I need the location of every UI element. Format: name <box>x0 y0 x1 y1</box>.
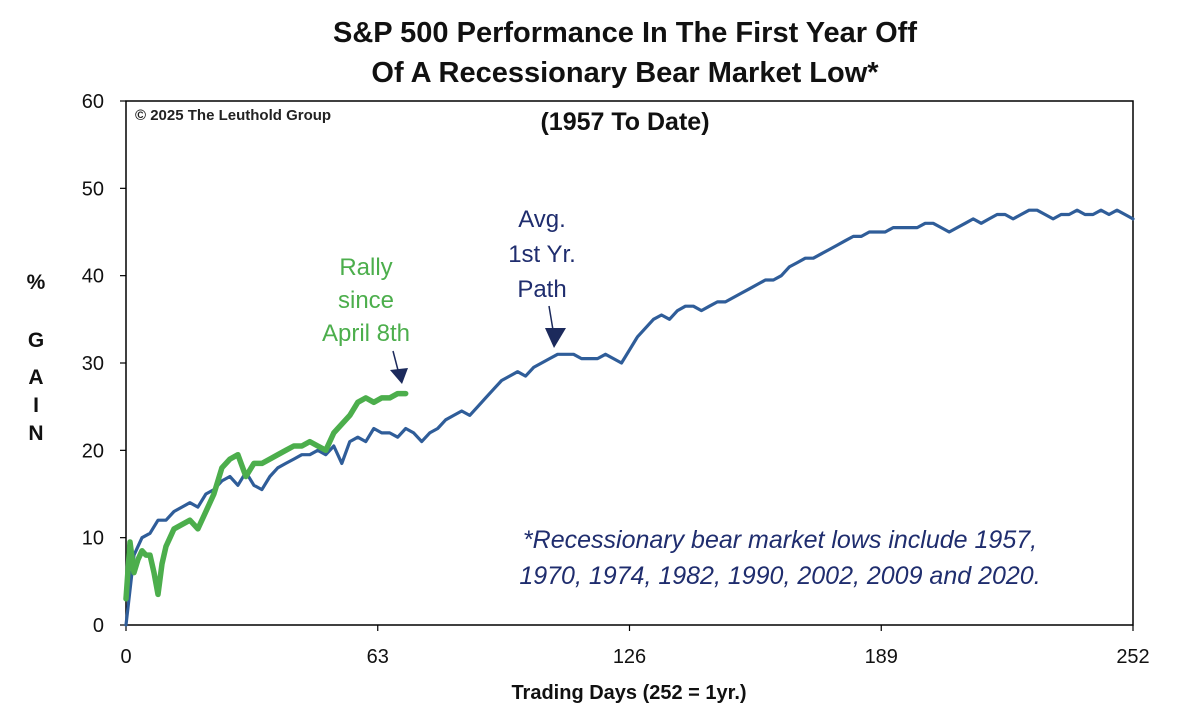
x-tick-label: 63 <box>367 646 389 668</box>
arrow-avg-head <box>545 328 566 348</box>
series-line-rally <box>123 390 409 602</box>
annotation-avg-line2: 1st Yr. <box>508 241 576 268</box>
x-tick-label: 189 <box>865 646 898 668</box>
y-tick-label: 30 <box>82 353 104 375</box>
y-tick-label: 60 <box>82 91 104 113</box>
arrow-green-head <box>390 368 408 384</box>
y-axis-title-char: A <box>28 366 43 389</box>
y-tick-label: 10 <box>82 528 104 550</box>
series-lines <box>123 208 1135 627</box>
y-axis-title-char: I <box>33 394 39 417</box>
annotation-rally-line2: since <box>338 287 394 314</box>
x-axis-title: Trading Days (252 = 1yr.) <box>511 682 746 704</box>
annotation-avg-line3: Path <box>517 276 566 303</box>
y-axis-title-char: G <box>28 329 44 352</box>
y-tick-label: 50 <box>82 178 104 200</box>
x-tick-label: 0 <box>120 646 131 668</box>
y-tick-label: 40 <box>82 266 104 288</box>
x-tick-label: 252 <box>1116 646 1149 668</box>
series-line-avg-path <box>124 208 1135 627</box>
x-tick-label: 126 <box>613 646 646 668</box>
chart-subtitle: (1957 To Date) <box>540 108 709 136</box>
y-axis-title-char: % <box>27 271 46 294</box>
annotation-rally-line1: Rally <box>339 254 392 281</box>
y-tick-label: 0 <box>93 615 104 637</box>
y-tick-label: 20 <box>82 440 104 462</box>
footnote-line1: *Recessionary bear market lows include 1… <box>523 526 1037 554</box>
y-axis: 0 10 20 30 40 50 60 <box>82 91 126 637</box>
annotation-rally-line3: April 8th <box>322 320 410 347</box>
x-axis: 0 63 126 189 252 <box>120 625 1150 668</box>
footnote-line2: 1970, 1974, 1982, 1990, 2002, 2009 and 2… <box>519 562 1040 590</box>
y-axis-title-char: N <box>28 422 43 445</box>
copyright-notice: © 2025 The Leuthold Group <box>135 107 331 124</box>
chart-title-line1: S&P 500 Performance In The First Year Of… <box>333 17 917 49</box>
arrow-avg <box>548 305 554 331</box>
chart-title-line2: Of A Recessionary Bear Market Low* <box>371 57 879 89</box>
annotation-avg-line1: Avg. <box>518 206 566 233</box>
